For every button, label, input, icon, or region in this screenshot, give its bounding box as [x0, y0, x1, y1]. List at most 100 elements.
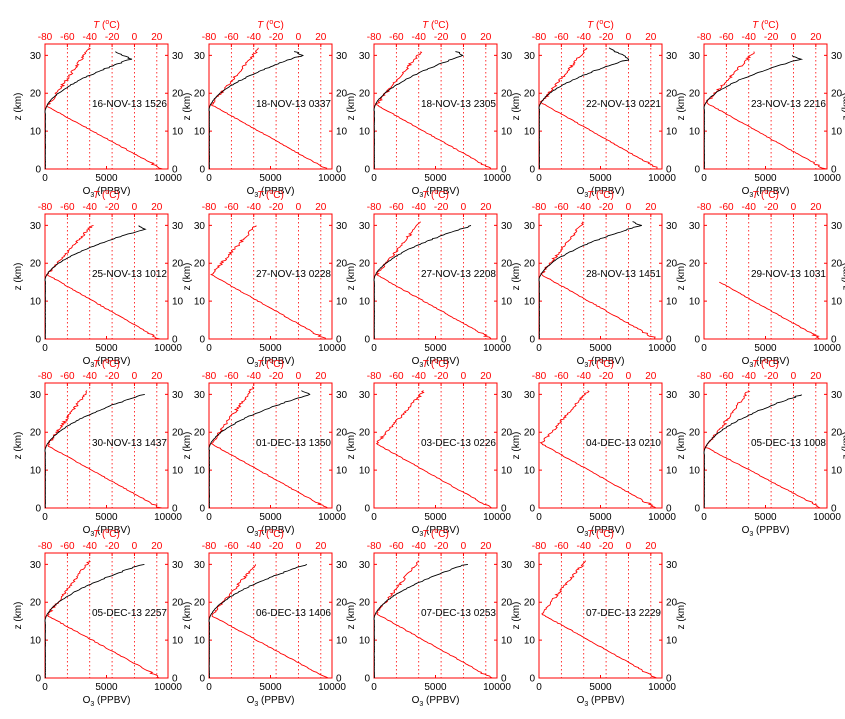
temperature-series: [540, 221, 656, 340]
left-tick-label: 0: [199, 165, 205, 176]
right-tick-label: 20: [666, 259, 678, 270]
right-tick-label: 10: [172, 466, 184, 477]
bottom-tick-label: 5000: [589, 343, 612, 354]
left-tick-label: 30: [524, 51, 536, 62]
bottom-tick-label: 0: [371, 512, 377, 523]
top-tick-label: -80: [202, 541, 217, 552]
right-tick-label: 0: [666, 335, 672, 346]
bottom-tick-label: 10000: [648, 682, 676, 693]
bottom-tick-label: 5000: [589, 512, 612, 523]
right-axis-title: z (km): [511, 432, 522, 460]
top-axis-title: T (oC): [93, 189, 120, 201]
bottom-axis-title: O3 (PPBV): [412, 186, 460, 199]
bottom-tick-label: 10000: [154, 682, 182, 693]
top-tick-label: -60: [719, 202, 734, 213]
left-tick-label: 0: [199, 674, 205, 685]
right-axis-title: z (km): [676, 432, 687, 460]
left-tick-label: 10: [30, 127, 42, 138]
right-tick-label: 0: [172, 165, 178, 176]
left-tick-label: 20: [524, 428, 536, 439]
bottom-tick-label: 5000: [754, 512, 777, 523]
bottom-tick-label: 0: [701, 173, 707, 184]
top-tick-label: -20: [599, 32, 614, 43]
right-axis-title: z (km): [841, 432, 845, 460]
top-tick-label: -80: [367, 202, 382, 213]
right-tick-label: 10: [831, 466, 843, 477]
left-tick-label: 10: [524, 127, 536, 138]
left-tick-label: 30: [689, 221, 701, 232]
left-tick-label: 10: [359, 127, 371, 138]
left-tick-label: 0: [529, 674, 535, 685]
left-tick-label: 0: [529, 165, 535, 176]
bottom-tick-label: 5000: [95, 512, 118, 523]
left-tick-label: 0: [35, 674, 41, 685]
top-tick-label: -20: [764, 32, 779, 43]
bottom-tick-label: 0: [371, 682, 377, 693]
right-tick-label: 20: [501, 89, 513, 100]
left-tick-label: 10: [359, 466, 371, 477]
right-tick-label: 10: [501, 127, 513, 138]
right-tick-label: 0: [831, 165, 837, 176]
top-tick-label: -60: [389, 32, 404, 43]
left-tick-label: 0: [35, 165, 41, 176]
ozone-series: [538, 47, 630, 170]
top-tick-label: 20: [645, 202, 657, 213]
top-axis-title: T (oC): [257, 528, 284, 540]
temperature-series: [210, 47, 328, 170]
bottom-axis-title: O3 (PPBV): [83, 525, 131, 538]
right-tick-label: 10: [172, 297, 184, 308]
top-tick-label: -20: [434, 541, 449, 552]
top-tick-label: -40: [412, 32, 427, 43]
right-tick-label: 0: [172, 674, 178, 685]
bottom-axis-title: O3 (PPBV): [247, 695, 295, 708]
top-tick-label: -60: [60, 32, 75, 43]
bottom-tick-label: 10000: [648, 343, 676, 354]
left-tick-label: 0: [529, 335, 535, 346]
right-axis-title: z (km): [676, 93, 687, 121]
top-tick-label: -40: [742, 32, 757, 43]
top-tick-label: -20: [434, 371, 449, 382]
bottom-tick-label: 0: [701, 343, 707, 354]
top-tick-label: 0: [461, 202, 467, 213]
right-tick-label: 10: [336, 466, 348, 477]
left-tick-label: 20: [524, 89, 536, 100]
top-tick-label: -20: [269, 32, 284, 43]
right-tick-label: 20: [666, 598, 678, 609]
top-axis-title: T (oC): [93, 528, 120, 540]
top-tick-label: -60: [389, 541, 404, 552]
left-tick-label: 20: [30, 259, 42, 270]
top-tick-label: 0: [132, 202, 138, 213]
top-tick-label: -40: [247, 32, 262, 43]
ozone-series: [44, 563, 145, 678]
left-tick-label: 20: [689, 259, 701, 270]
top-tick-label: -20: [269, 541, 284, 552]
right-axis-title: z (km): [511, 602, 522, 630]
bottom-tick-label: 10000: [483, 512, 511, 523]
bottom-tick-label: 0: [206, 512, 212, 523]
top-tick-label: -80: [532, 32, 547, 43]
temperature-series: [541, 560, 658, 679]
right-tick-label: 20: [336, 89, 348, 100]
panel-date-label: 07-DEC-13 2229: [586, 608, 661, 619]
top-tick-label: 0: [791, 371, 797, 382]
left-tick-label: 0: [35, 335, 41, 346]
right-axis-title: z (km): [182, 263, 193, 291]
left-tick-label: 0: [35, 504, 41, 515]
right-tick-label: 20: [831, 89, 843, 100]
top-tick-label: -80: [367, 32, 382, 43]
left-tick-label: 30: [359, 390, 371, 401]
bottom-tick-label: 5000: [424, 512, 447, 523]
top-axis-title: T (oC): [257, 19, 284, 31]
bottom-tick-label: 10000: [813, 173, 841, 184]
top-tick-label: 20: [645, 32, 657, 43]
right-tick-label: 20: [172, 259, 184, 270]
left-tick-label: 10: [194, 636, 206, 647]
left-tick-label: 10: [524, 636, 536, 647]
